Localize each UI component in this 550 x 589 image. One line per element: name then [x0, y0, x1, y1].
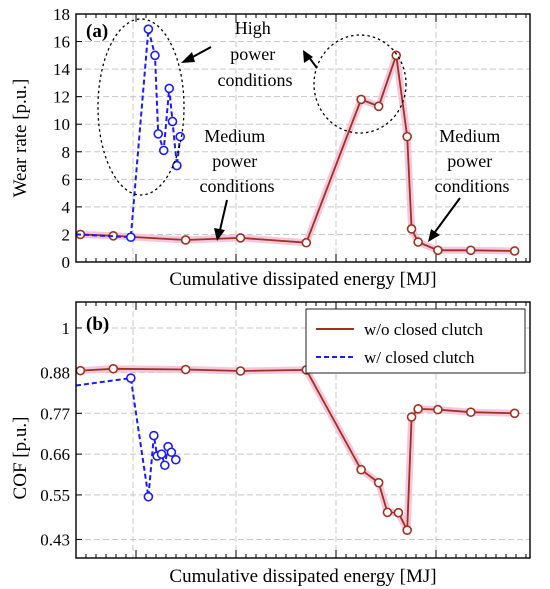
- annotation-high-power-line2: power: [230, 44, 275, 64]
- panel-b-ytick-label: 0.55: [40, 486, 70, 505]
- arrowhead-right-ellipse: [303, 50, 313, 63]
- arrow-medium-right: [434, 197, 461, 233]
- panel-a-series-w-point: [143, 24, 154, 34]
- panel-a-ytick-label: 8: [62, 143, 71, 162]
- panel-a-series-wo-point: [301, 237, 312, 248]
- panel-a-series-w-point: [158, 145, 169, 156]
- panel-b-series-wo-point: [413, 404, 423, 414]
- arrow-medium-left: [219, 199, 228, 231]
- annotation-medium-right-line3: conditions: [435, 176, 510, 196]
- panel-a-series-wo-point: [509, 246, 520, 256]
- panel-b-series-w-point: [160, 460, 170, 471]
- panel-a-series-w-line: [76, 28, 182, 239]
- panel-b-series-w-point: [166, 447, 177, 458]
- panel-b-series-wo-point: [406, 412, 417, 422]
- panel-a-x-axis-title: Cumulative dissipated energy [MJ]: [169, 269, 436, 290]
- panel-b-series-w-point: [143, 491, 154, 502]
- annotation-arrows: [181, 46, 461, 242]
- panel-b-y-axis-title: COF [p.u.]: [10, 417, 31, 500]
- arrowhead-medium-right: [428, 229, 440, 242]
- legend-label-wo: w/o closed clutch: [364, 320, 483, 339]
- annotation-medium-power-left: Medium power conditions: [200, 126, 275, 196]
- panel-b-ytick-label: 0.66: [40, 445, 70, 464]
- arrowhead-left-ellipse: [181, 52, 195, 63]
- panel-b-series-w-point: [126, 373, 136, 383]
- panel-a-series-w-point: [164, 83, 175, 94]
- panel-b-series-wo-point: [180, 364, 191, 375]
- panel-a-y-axis-title: Wear rate [p.u.]: [10, 79, 31, 198]
- panel-a-series-wo-point: [356, 94, 366, 105]
- panel-b-series-wo-point: [382, 507, 393, 518]
- panel-b-series-w-point: [156, 449, 167, 459]
- annotation-medium-right-line2: power: [447, 151, 492, 171]
- panel-a-series-w-point: [153, 129, 164, 139]
- panel-a-series-w-point: [172, 160, 182, 171]
- annotation-medium-left-line3: conditions: [200, 176, 275, 196]
- panel-b-ytick-label: 0.88: [40, 363, 70, 382]
- panel-a-series-wo-point: [465, 245, 476, 256]
- panel-a-series-wo-point: [235, 233, 246, 243]
- panel-b-label: (b): [86, 314, 109, 335]
- panel-b-series-wo-point: [235, 366, 246, 376]
- panel-b-ytick-label: 0.77: [40, 404, 70, 423]
- high-power-ellipse-right: [313, 34, 407, 134]
- annotation-high-power-line3: conditions: [218, 70, 293, 90]
- panel-a-series-w-point: [126, 232, 136, 242]
- annotation-medium-left-line1: Medium: [204, 126, 265, 146]
- arrowhead-medium-left: [214, 228, 225, 241]
- high-power-ellipse-left: [97, 18, 185, 196]
- panel-b-series-w-point: [149, 430, 159, 441]
- panel-a-ytick-label: 4: [62, 198, 71, 217]
- panel-a-series-w-point: [167, 116, 178, 127]
- legend: w/o closed clutch w/ closed clutch: [305, 308, 526, 374]
- panel-b-series-wo-point: [108, 363, 119, 374]
- legend-box: [305, 308, 526, 374]
- panel-a-ytick-label: 16: [53, 33, 70, 52]
- panel-a-series-w-point: [175, 131, 185, 142]
- panel-b-ytick-label: 0.43: [40, 530, 70, 549]
- panel-a-ytick-label: 6: [62, 170, 71, 189]
- panel-a-ytick-label: 12: [53, 88, 70, 107]
- panel-b-series-w-point: [170, 454, 181, 465]
- panel-a-ticks: 0 2 4 6 8 10 12 14 16 18: [53, 5, 527, 272]
- panel-a-label: (a): [86, 21, 108, 42]
- panel-a-series-wo-point: [413, 237, 423, 247]
- annotation-medium-power-right: Medium power conditions: [435, 126, 510, 196]
- panel-a-series-w-point: [150, 50, 160, 61]
- panel-a-ytick-label: 2: [62, 225, 71, 244]
- panel-b-series-wo-point: [393, 507, 404, 518]
- panel-b-border: [75, 301, 531, 559]
- panel-a-border: [75, 13, 531, 263]
- annotation-high-power-line1: High: [235, 18, 271, 38]
- panel-b-ytick-label: 1: [62, 319, 71, 338]
- panel-a-series-wo-point: [373, 101, 384, 112]
- panel-a-series-wo-point: [180, 235, 191, 245]
- panel-b-series-wo-point: [465, 407, 476, 417]
- panel-a-wear-rate: 0 2 4 6 8 10 12 14 16 18 (a) Wear rate [p.u.] Cum…: [10, 5, 531, 290]
- annotation-medium-left-line2: power: [212, 151, 257, 171]
- panel-b-x-axis-title: Cumulative dissipated energy [MJ]: [169, 566, 436, 587]
- panel-a-ytick-label: 14: [53, 60, 71, 79]
- panel-a-series-wo-point: [406, 224, 417, 234]
- panel-a-series-wo-point: [433, 245, 443, 256]
- panel-a-ytick-label: 18: [53, 5, 70, 24]
- annotation-high-power: High power conditions: [218, 18, 293, 90]
- panel-b-series-wo-point: [509, 408, 520, 419]
- panel-b-series-wo-point: [402, 525, 412, 535]
- panel-b-series-wo-point: [356, 464, 366, 475]
- panel-b-series-wo-point: [433, 404, 443, 415]
- panel-b-series-wo-point: [373, 477, 384, 488]
- panel-b-cof: 0.43 0.55 0.66 0.77 0.88 1 (b) COF [p.u.] Cum…: [10, 301, 531, 587]
- panel-a-ytick-label: 10: [53, 115, 70, 134]
- legend-label-w: w/ closed clutch: [364, 348, 475, 367]
- panel-a-series-wo-point: [402, 131, 412, 142]
- panel-a-series: [75, 24, 520, 256]
- panel-b-series-wo-point: [75, 365, 86, 376]
- annotation-medium-right-line1: Medium: [439, 126, 500, 146]
- panel-a-ytick-label: 0: [62, 253, 71, 272]
- panel-b-ticks: 0.43 0.55 0.66 0.77 0.88 1: [40, 302, 527, 558]
